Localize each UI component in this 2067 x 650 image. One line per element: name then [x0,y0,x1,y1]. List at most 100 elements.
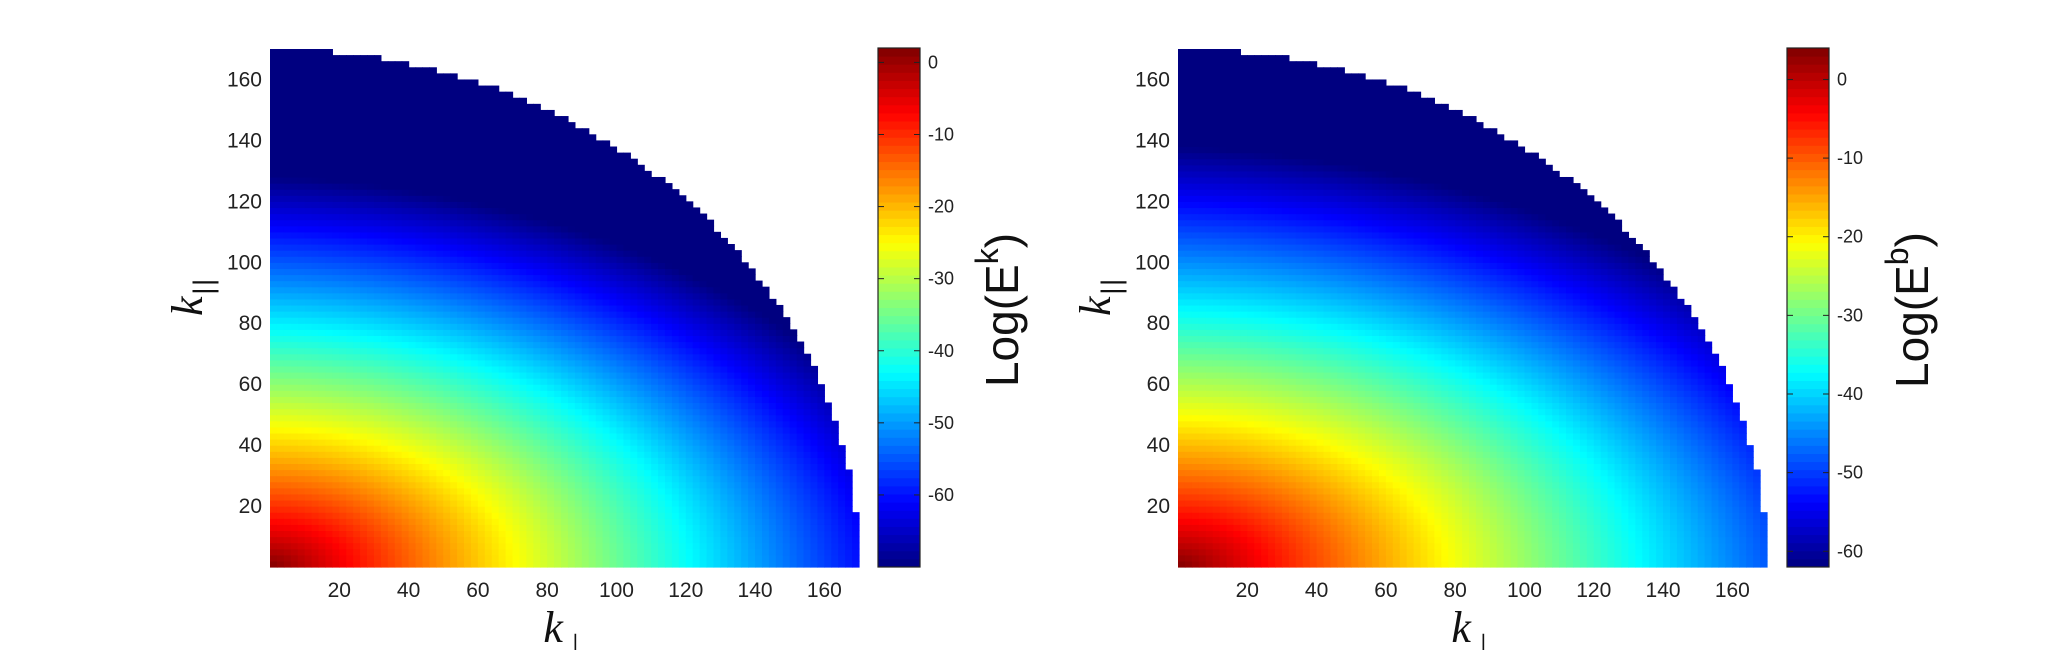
left-heatmap-cell [609,304,618,312]
left-heatmap-cell [491,109,500,117]
left-heatmap-cell [706,487,715,495]
left-heatmap-cell [311,548,320,556]
left-heatmap-cell [678,359,687,367]
left-heatmap-cell [367,329,375,337]
left-heatmap-cell [457,292,465,300]
left-heatmap-cell [484,414,493,422]
left-heatmap-cell [574,414,583,422]
left-heatmap-cell [297,201,306,209]
left-heatmap-cell [567,176,576,184]
left-heatmap-cell [685,365,694,373]
left-heatmap-cell [353,183,361,190]
left-heatmap-cell [429,116,437,123]
left-heatmap-cell [609,323,618,330]
left-heatmap-cell [297,408,306,416]
left-heatmap-cell [470,311,479,318]
left-heatmap-cell [339,560,347,568]
left-heatmap-cell [512,396,521,404]
left-heatmap-cell [720,457,728,464]
left-heatmap-cell [505,365,514,373]
left-heatmap-cell [658,426,666,434]
left-heatmap-cell [720,298,728,306]
left-heatmap-cell [547,164,555,172]
left-heatmap-cell [491,560,500,568]
left-heatmap-cell [422,518,430,525]
left-heatmap-cell [505,560,514,568]
left-heatmap-cell [595,365,604,373]
left-heatmap-cell [346,560,354,568]
left-heatmap-cell [436,225,444,233]
left-heatmap-cell [422,524,430,532]
left-heatmap-cell [567,152,576,160]
left-heatmap-cell [567,518,576,525]
left-heatmap-cell [561,262,569,269]
left-heatmap-cell [491,402,500,410]
left-heatmap-cell [429,506,437,513]
left-heatmap-cell [658,451,666,458]
left-heatmap-cell [464,311,472,318]
left-heatmap-cell [380,304,389,312]
left-heatmap-cell [380,73,389,81]
left-heatmap-cell [561,164,569,172]
left-heatmap-cell [533,323,541,330]
left-heatmap-cell [394,347,403,355]
left-heatmap-cell [561,213,569,221]
left-heatmap-cell [526,445,534,452]
left-heatmap-cell [526,298,534,306]
left-heatmap-cell [339,237,347,245]
left-heatmap-cell [540,512,548,519]
left-heatmap-cell [394,213,403,221]
left-heatmap-cell [380,207,389,215]
left-heatmap-cell [339,244,347,251]
left-heatmap-cell [512,158,521,166]
left-heatmap-cell [685,274,694,282]
left-heatmap-cell [519,280,527,288]
left-heatmap-cell [353,67,361,74]
left-heatmap-cell [436,91,444,99]
left-heatmap-cell [554,311,562,318]
left-heatmap-cell [415,524,424,532]
left-heatmap-cell [311,335,320,343]
left-heatmap-cell [519,530,527,538]
left-heatmap-cell [713,408,722,416]
left-heatmap-cell [297,55,306,62]
left-heatmap-cell [713,548,722,556]
left-heatmap-cell [353,219,361,227]
left-heatmap-cell [588,256,597,263]
left-heatmap-cell [339,122,347,129]
left-heatmap-cell [401,481,410,489]
left-heatmap-cell [353,244,361,251]
left-heatmap-cell [581,164,590,172]
left-heatmap-cell [526,426,534,434]
left-heatmap-cell [526,548,534,556]
left-heatmap-cell [332,256,340,263]
left-heatmap-cell [276,274,285,282]
left-heatmap-cell [581,128,590,135]
left-heatmap-cell [491,420,500,428]
left-heatmap-cell [630,359,638,367]
left-heatmap-cell [664,432,673,440]
left-heatmap-cell [380,134,389,142]
left-heatmap-cell [547,420,555,428]
left-heatmap-cell [505,396,514,404]
left-heatmap-cell [505,109,514,117]
left-heatmap-cell [436,207,444,215]
left-heatmap-cell [651,183,659,190]
left-heatmap-cell [290,542,299,550]
left-heatmap-cell [547,554,555,562]
left-heatmap-cell [533,432,541,440]
left-heatmap-cell [346,116,354,123]
left-heatmap-cell [332,85,340,93]
left-heatmap-cell [533,274,541,282]
left-heatmap-cell [540,134,548,142]
left-heatmap-cell [602,292,611,300]
left-heatmap-cell [547,518,555,525]
left-heatmap-cell [367,548,375,556]
left-heatmap-cell [311,55,320,62]
left-heatmap-cell [685,268,694,276]
left-heatmap-cell [353,408,361,416]
left-heatmap-cell [408,146,417,154]
left-heatmap-cell [644,268,652,276]
left-heatmap-cell [283,353,292,361]
left-heatmap-cell [380,481,389,489]
